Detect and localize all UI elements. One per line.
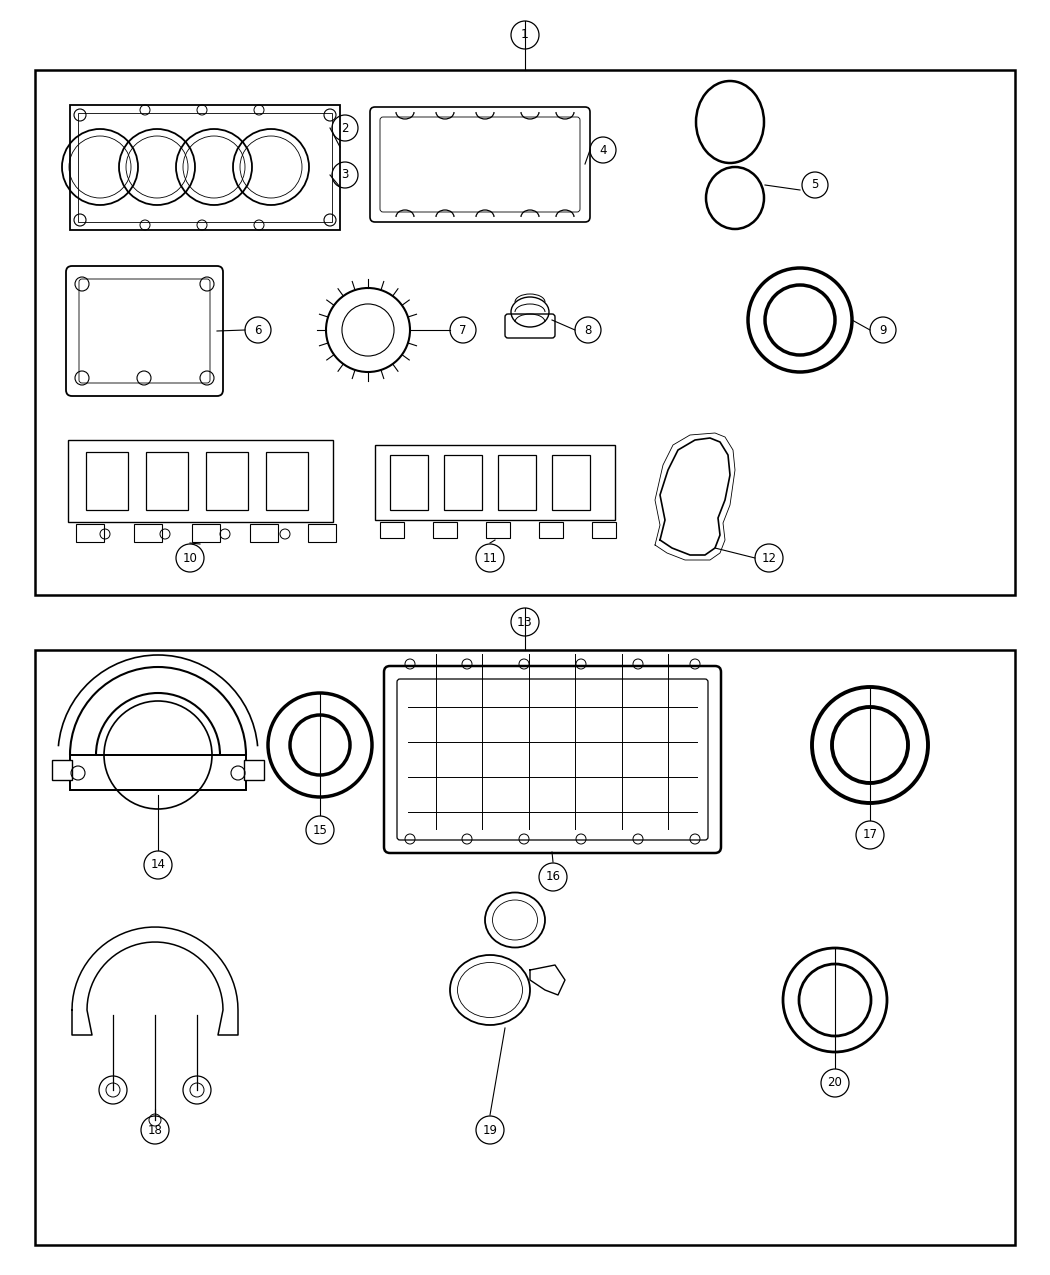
FancyBboxPatch shape [66,266,223,397]
Polygon shape [530,965,565,994]
Bar [592,521,616,538]
Text: 13: 13 [517,616,532,629]
Text: 16: 16 [546,871,561,884]
Text: 11: 11 [483,552,498,565]
Bar [68,440,333,521]
Bar [444,455,482,510]
Bar [552,455,590,510]
Bar [266,453,308,510]
Bar [244,760,264,780]
Bar [134,524,162,542]
Circle shape [268,694,372,797]
Bar [206,453,248,510]
Text: 20: 20 [827,1076,842,1090]
Text: 2: 2 [341,121,349,134]
Polygon shape [72,927,238,1035]
Text: 6: 6 [254,324,261,337]
Text: 7: 7 [459,324,467,337]
Bar [78,113,332,222]
Bar [70,755,246,790]
Bar [35,70,1015,595]
Polygon shape [660,439,730,555]
Bar [308,524,336,542]
Text: 9: 9 [879,324,887,337]
Circle shape [290,715,350,775]
Text: 15: 15 [313,824,328,836]
FancyBboxPatch shape [370,107,590,222]
FancyBboxPatch shape [505,314,555,338]
Text: 17: 17 [862,829,878,842]
Text: 4: 4 [600,144,607,157]
Bar [250,524,278,542]
Text: 12: 12 [761,552,777,565]
Text: 1: 1 [521,28,529,42]
Text: 8: 8 [584,324,592,337]
Bar [192,524,220,542]
Bar [390,455,428,510]
Bar [70,105,340,230]
Bar [52,760,72,780]
Text: 3: 3 [341,168,349,181]
Bar [70,755,246,790]
Text: 18: 18 [148,1123,163,1136]
Bar [433,521,457,538]
Bar [498,455,536,510]
Bar [375,445,615,520]
Bar [486,521,510,538]
Text: 19: 19 [483,1123,498,1136]
Text: 5: 5 [812,179,819,191]
Text: 10: 10 [183,552,197,565]
Bar [76,524,104,542]
Bar [380,521,404,538]
FancyBboxPatch shape [384,666,721,853]
Bar [146,453,188,510]
Bar [86,453,128,510]
Text: 14: 14 [150,858,166,872]
Bar [539,521,563,538]
Bar [35,650,1015,1244]
